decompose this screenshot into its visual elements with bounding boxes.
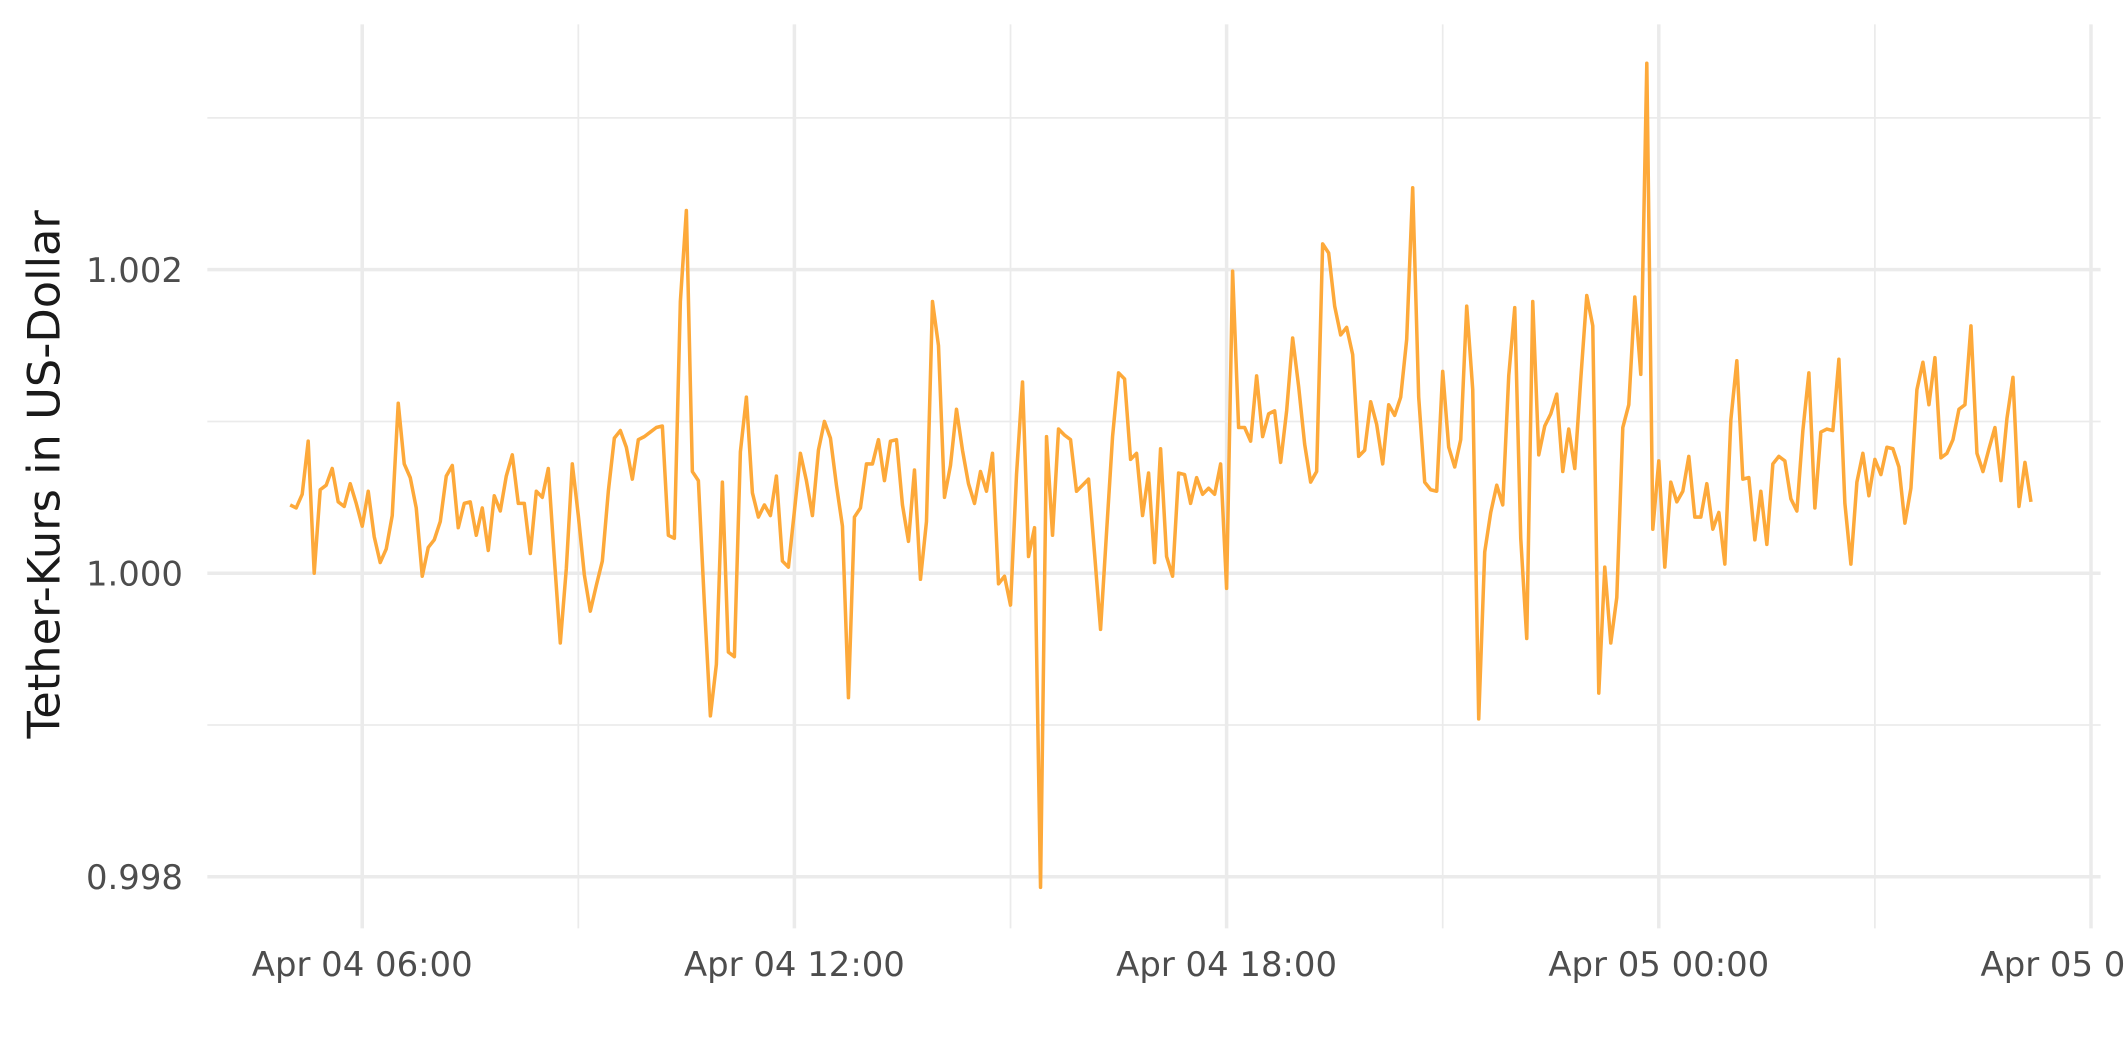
x-tick-label: Apr 04 12:00 bbox=[684, 945, 905, 984]
y-tick-label: 1.002 bbox=[86, 251, 183, 290]
x-tick-label: Apr 05 00:00 bbox=[1548, 945, 1769, 984]
y-axis-title: Tether-Kurs in US-Dollar bbox=[18, 210, 71, 740]
x-tick-label: Apr 05 06:00 bbox=[1981, 945, 2125, 984]
axis-labels: 0.998 1.000 1.002 Apr 04 06:00 Apr 04 12:00 A… bbox=[86, 251, 2125, 984]
y-tick-label: 1.000 bbox=[86, 554, 183, 593]
x-tick-label: Apr 04 18:00 bbox=[1116, 945, 1337, 984]
y-tick-label: 0.998 bbox=[86, 858, 183, 897]
price-line bbox=[289, 61, 2033, 890]
plot-area bbox=[289, 61, 2033, 890]
x-tick-label: Apr 04 06:00 bbox=[252, 945, 473, 984]
